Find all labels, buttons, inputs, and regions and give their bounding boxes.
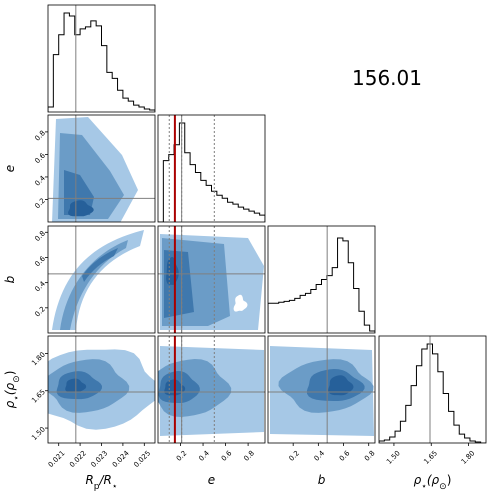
x-axis-label-e: e — [208, 473, 215, 487]
histogram-step-rho — [379, 343, 486, 443]
x-tick-label-e: 0.6 — [220, 449, 234, 463]
contour-level-3 — [82, 248, 118, 282]
x-tick-label-rho: 1.65 — [422, 449, 439, 466]
y-tick-label-b: 0.6 — [33, 254, 47, 268]
x-axis-label-rho-part: ⋆ — [421, 482, 427, 492]
x-axis-label-rho-part: (ρ — [427, 473, 440, 487]
x-tick-label-b: 0.2 — [288, 449, 302, 463]
y-axis-label-b: b — [3, 275, 17, 283]
x-tick-label-b: 0.8 — [363, 449, 377, 463]
y-axis-label-rho-part: ) — [3, 371, 17, 376]
truth-crosshair-rp-rho — [48, 336, 155, 443]
x-axis-label-rp-part: ⋆ — [112, 482, 118, 492]
y-axis-label-rho-part: (ρ — [3, 382, 17, 395]
histogram-b — [268, 226, 375, 333]
density-rp-e — [52, 117, 138, 222]
x-tick-label-e: 0.2 — [175, 449, 189, 463]
histogram-step-e — [158, 122, 265, 222]
y-tick-label-rho: 1.65 — [30, 388, 47, 405]
x-tick-label-rp: 0.024 — [111, 449, 131, 469]
panel-frame-b-rho — [267, 335, 376, 444]
x-axis-label-rho-part: ) — [447, 473, 452, 487]
panel-frame-b-b — [267, 225, 376, 334]
truth-crosshair-rp-b — [48, 226, 155, 333]
y-tick-label-rho: 1.80 — [30, 351, 47, 368]
y-tick-label-e: 0.4 — [33, 174, 47, 188]
panel-frame-e-rho — [157, 335, 266, 444]
x-axis-label-b-part: b — [318, 473, 326, 487]
panel-frame-rho-rho — [378, 335, 487, 444]
y-axis-label-rho-part: ⋆ — [12, 395, 22, 401]
x-axis-label-rp-part: /R — [99, 473, 112, 487]
panel-frame-rp-rp — [47, 4, 156, 113]
panel-frame-rp-b — [47, 225, 156, 334]
contour-level-4 — [68, 200, 94, 217]
x-axis-label-rp-part: R — [85, 473, 93, 487]
density-rp-rho — [48, 349, 155, 430]
density-e-rho — [158, 346, 264, 436]
histogram-rho — [379, 336, 486, 443]
y-tick-label-b: 0.8 — [33, 230, 47, 244]
panel-frame-e-e — [157, 114, 266, 223]
x-tick-label-rp: 0.022 — [68, 449, 88, 469]
contour-level-4 — [328, 375, 354, 396]
y-axis-label-rho: ρ⋆(ρ⊙) — [3, 371, 22, 409]
y-tick-label-e: 0.2 — [33, 197, 47, 211]
x-tick-label-b: 0.6 — [338, 449, 352, 463]
truth-crosshair-b-rho — [268, 336, 375, 443]
density-b-rho — [270, 346, 374, 436]
x-tick-label-rp: 0.025 — [132, 449, 152, 469]
x-tick-label-rp: 0.023 — [90, 449, 110, 469]
x-tick-label-b: 0.4 — [313, 449, 327, 463]
y-tick-label-rho: 1.50 — [30, 425, 47, 442]
truth-crosshair-e-rho — [158, 336, 265, 443]
histogram-step-rp — [48, 12, 155, 112]
x-tick-label-e: 0.8 — [242, 449, 256, 463]
density-rp-b — [52, 230, 144, 330]
x-axis-label-b: b — [318, 473, 326, 487]
x-tick-label-rp: 0.021 — [47, 449, 67, 469]
y-axis-label-e-part: e — [3, 165, 17, 172]
truth-crosshair-e-b — [158, 226, 265, 333]
y-axis-label-e: e — [3, 165, 17, 172]
x-axis-label-e-part: e — [208, 473, 215, 487]
x-axis-label-rho-part: ρ — [414, 473, 422, 487]
y-axis-label-rho-part: ρ — [3, 400, 17, 408]
x-axis-label-rp: Rp/R⋆ — [85, 473, 117, 492]
x-axis-label-rp-part: p — [94, 482, 100, 492]
y-tick-label-b: 0.4 — [33, 280, 47, 294]
panel-frame-rp-e — [47, 114, 156, 223]
x-axis-label-rho-part: ⊙ — [439, 482, 447, 492]
panel-frame-e-b — [157, 225, 266, 334]
histogram-e — [158, 115, 265, 222]
y-axis-label-rho-part: ⊙ — [12, 375, 22, 383]
histogram-rp — [48, 5, 155, 112]
x-tick-label-rho: 1.50 — [385, 449, 402, 466]
y-tick-label-e: 0.6 — [33, 151, 47, 165]
density-e-b — [160, 234, 264, 330]
histogram-step-b — [268, 237, 375, 333]
x-tick-label-rho: 1.80 — [460, 449, 477, 466]
contour-hole — [233, 294, 248, 312]
y-tick-label-e: 0.8 — [33, 129, 47, 143]
x-axis-label-rho: ρ⋆(ρ⊙) — [414, 473, 452, 492]
y-axis-label-b-part: b — [3, 275, 17, 283]
x-tick-label-e: 0.4 — [197, 449, 211, 463]
truth-crosshair-rp-e — [48, 115, 155, 222]
koi-annotation: 156.01 — [352, 66, 422, 90]
y-tick-label-b: 0.2 — [33, 305, 47, 319]
contour-level-2 — [60, 240, 128, 330]
